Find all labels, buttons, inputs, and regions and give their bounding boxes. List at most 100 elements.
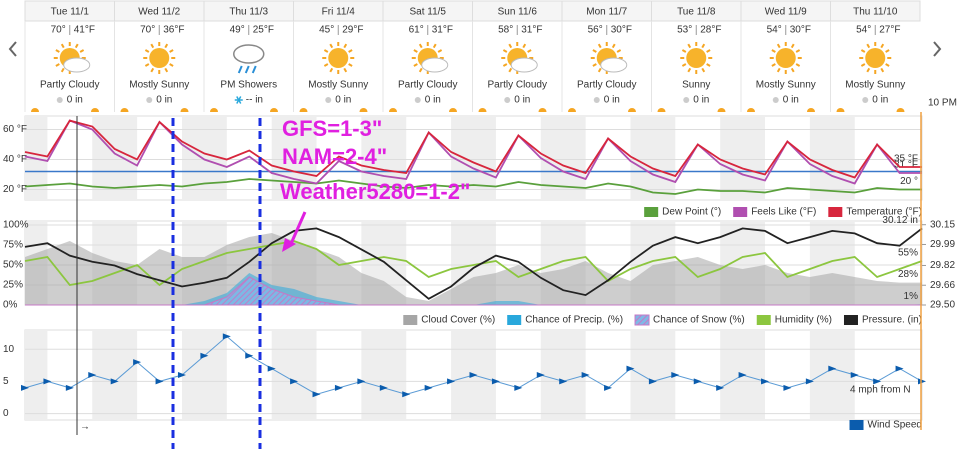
prev-arrow[interactable] [8, 41, 17, 57]
annotation: GFS=1-3" [282, 116, 382, 141]
sun-ray [502, 49, 508, 53]
sun-ray [60, 43, 65, 49]
night-band [92, 330, 138, 420]
legend-label: Temperature (°F) [846, 207, 922, 218]
sun-ray [776, 43, 781, 49]
wind-marker [245, 352, 254, 359]
day-label: Sun 11/6 [498, 7, 538, 18]
day-high: 45° [319, 25, 334, 36]
precip-icon [325, 97, 332, 103]
y2-tick-label: 29.99 [930, 239, 955, 250]
day-precip: 0 in [872, 95, 888, 106]
series-line [24, 227, 923, 300]
wind-marker [536, 372, 545, 378]
day-low: 36°F [163, 25, 184, 36]
legend-label: Chance of Snow (%) [653, 315, 745, 326]
sun-ray [706, 63, 711, 67]
now-marker: → [80, 422, 90, 433]
sun-ray [795, 63, 801, 67]
sunrise-icon [389, 108, 397, 112]
snow-area [25, 276, 922, 306]
rain-icon [237, 65, 243, 74]
wind-marker [873, 378, 882, 385]
precip-icon [772, 97, 779, 103]
y-tick-label: 5 [3, 376, 9, 387]
day-precip: 0 in [156, 95, 172, 106]
sun-ray [687, 43, 692, 49]
day-precip: 0 in [67, 95, 83, 106]
day-high: 49° [230, 25, 245, 36]
precip-icon [504, 97, 511, 103]
annotation: Weather5280=1-2" [280, 179, 470, 204]
day-low: 30°F [790, 25, 811, 36]
sun-ray [60, 67, 65, 73]
sun-ray [169, 49, 174, 53]
legend-label: Feels Like (°F) [751, 207, 816, 218]
sunset-icon [91, 108, 99, 112]
sun-ray [343, 43, 348, 49]
wind-marker [177, 372, 186, 378]
sun-ray [343, 67, 348, 73]
sun-ray [771, 49, 776, 53]
sun-ray [611, 43, 616, 49]
rain-icon [244, 65, 250, 74]
cloud-icon [510, 57, 538, 73]
sun-ray [508, 67, 513, 73]
sun-ray [880, 67, 885, 73]
day-header-cell [830, 0, 921, 22]
rain-icon [251, 65, 257, 74]
day-condition: Sunny [682, 80, 710, 91]
day-high: 58° [498, 25, 513, 36]
sunrise-icon [299, 108, 308, 112]
legend-label: Cloud Cover (%) [421, 315, 495, 326]
y-tick-label: 75% [3, 240, 23, 251]
sun-ray [687, 67, 692, 73]
sun-ray [790, 67, 795, 73]
end-label: 1% [904, 291, 919, 302]
day-condition: Mostly Sunny [308, 80, 368, 91]
next-arrow[interactable] [933, 41, 942, 57]
sun-ray [885, 63, 890, 67]
night-band [181, 330, 227, 420]
day-label: Thu 11/3 [229, 7, 268, 18]
wind-marker [581, 372, 590, 378]
sun-ray [681, 49, 687, 53]
wind-marker [693, 378, 702, 385]
y-tick-label: 25% [3, 280, 23, 291]
day-label: Wed 11/2 [138, 7, 180, 18]
precip-icon [862, 97, 869, 103]
sun-ray [880, 43, 885, 49]
end-label: 28% [898, 269, 918, 280]
sun-icon [686, 48, 707, 68]
y-tick-label: 10 [3, 344, 15, 355]
wind-marker [222, 333, 231, 340]
sun-ray [413, 49, 418, 53]
sunset-icon [538, 108, 547, 112]
day-label: Fri 11/4 [322, 7, 356, 18]
end-label: 55% [898, 248, 918, 259]
wind-marker [21, 384, 29, 391]
precip-icon [146, 97, 153, 103]
day-precip: 0 in [425, 95, 441, 106]
day-label: Mon 11/7 [586, 7, 627, 18]
day-low: 29°F [342, 25, 363, 36]
sunrise-icon [836, 108, 845, 112]
y-tick-label: 60 °F [3, 124, 27, 135]
legend-swatch [733, 207, 748, 217]
day-high: 70° [51, 25, 66, 36]
day-precip: -- in [246, 95, 263, 106]
sun-ray [55, 49, 60, 53]
sun-ray [169, 63, 174, 67]
sunrise-icon [210, 108, 218, 112]
day-condition: Mostly Sunny [756, 80, 816, 91]
y-tick-label: 0% [3, 300, 18, 311]
sun-ray [150, 67, 155, 73]
legend-label: Wind Speed [868, 420, 922, 431]
sun-ray [413, 63, 418, 67]
sunrise-icon [31, 108, 39, 112]
wind-marker [895, 365, 904, 372]
snow-icon [236, 96, 242, 104]
night-band [271, 330, 317, 420]
sun-ray [508, 43, 513, 49]
